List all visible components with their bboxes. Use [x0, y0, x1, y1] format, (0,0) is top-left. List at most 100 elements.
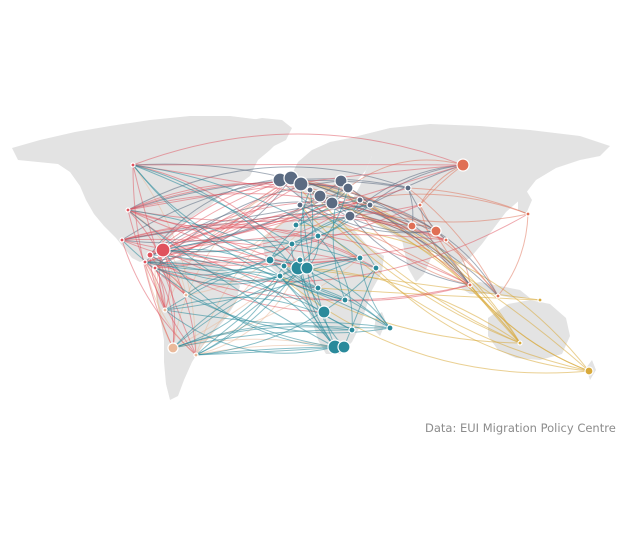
migration-flow [144, 257, 361, 266]
asia-node [417, 202, 423, 208]
europe-node [334, 174, 348, 188]
migration-flow [185, 294, 391, 334]
north-america-node [119, 237, 125, 243]
migration-flow [154, 267, 281, 285]
africa-node [386, 324, 394, 332]
europe-node [296, 201, 304, 209]
asia-node [430, 225, 442, 237]
latin-america-node [162, 307, 168, 313]
migration-flow [162, 177, 292, 251]
migration-flow [164, 309, 336, 354]
land-south-america [156, 258, 240, 400]
latin-america-node [167, 342, 179, 354]
oceania-node [537, 297, 543, 303]
europe-node [313, 189, 327, 203]
europe-node [404, 184, 412, 192]
migration-flow [497, 213, 529, 297]
africa-node [314, 232, 322, 240]
africa-node [341, 296, 349, 304]
africa-node [296, 256, 304, 264]
land-north-america [12, 116, 280, 262]
migration-flow [283, 265, 541, 301]
europe-node [293, 176, 309, 192]
africa-node [300, 261, 314, 275]
migration-flow [195, 344, 336, 356]
migration-flow [290, 177, 499, 297]
migration-flow [306, 267, 521, 344]
migration-flow [185, 271, 281, 296]
north-america-node [142, 259, 148, 265]
migration-flow [132, 164, 325, 313]
migration-flow [127, 209, 299, 269]
land-australia [488, 300, 570, 360]
migration-flow [132, 133, 464, 166]
north-america-node [155, 242, 171, 258]
migration-flow [195, 346, 345, 356]
migration-flow [149, 254, 187, 296]
migration-flow [283, 215, 351, 267]
europe-node [366, 201, 374, 209]
migration-flow [319, 195, 437, 232]
migration-flow [469, 284, 590, 372]
migration-flow [132, 164, 285, 267]
migration-flow [407, 187, 499, 297]
asia-node [443, 237, 449, 243]
migration-flow [349, 215, 471, 286]
migration-flow [195, 267, 377, 356]
north-america-node [152, 265, 158, 271]
latin-america-node [193, 352, 199, 358]
migration-flow [121, 238, 377, 269]
migration-flow [121, 227, 471, 286]
oceania-node [517, 340, 523, 346]
latin-america-node [183, 292, 189, 298]
migration-flow [127, 204, 421, 223]
migration-flow [144, 261, 325, 313]
migration-flow [162, 249, 336, 348]
migration-flow [127, 183, 311, 211]
migration-flow [149, 234, 447, 256]
migration-flow [154, 243, 293, 276]
migration-flow [279, 179, 471, 286]
africa-node [314, 284, 322, 292]
migration-flow [306, 189, 314, 269]
europe-node [356, 196, 364, 204]
africa-node [276, 272, 284, 280]
migration-flow [162, 239, 377, 269]
migration-flow [164, 259, 271, 311]
migration-flow [172, 329, 353, 349]
migration-flow [299, 204, 377, 269]
europe-node [325, 196, 339, 210]
north-america-node [125, 207, 131, 213]
land-europe [290, 138, 372, 202]
migration-flow [407, 187, 447, 241]
migration-flow [317, 235, 353, 331]
migration-flow [279, 275, 521, 344]
land-japan [518, 190, 532, 214]
migration-flow [375, 267, 590, 372]
asia-node [525, 211, 531, 217]
europe-node [344, 210, 356, 222]
asia-node [495, 293, 501, 299]
migration-flow [154, 177, 292, 269]
asia-node [456, 158, 470, 172]
migration-flow [162, 249, 471, 302]
migration-flow [343, 267, 377, 348]
asia-node [467, 282, 473, 288]
migration-flow [127, 166, 409, 211]
europe-node [306, 186, 314, 194]
migration-flow [162, 201, 371, 251]
africa-node [288, 240, 296, 248]
migration-flow [269, 259, 346, 301]
migration-flow [195, 346, 336, 356]
migration-flow [132, 164, 293, 245]
north-america-node [130, 162, 136, 168]
africa-node [292, 221, 300, 229]
migration-flow [144, 213, 529, 283]
north-america-node [146, 251, 154, 259]
europe-node [342, 182, 354, 194]
migration-flow [154, 267, 471, 301]
migration-flow [317, 199, 361, 237]
africa-node [337, 340, 351, 354]
migration-flow [332, 180, 346, 301]
migration-flow [121, 178, 409, 241]
